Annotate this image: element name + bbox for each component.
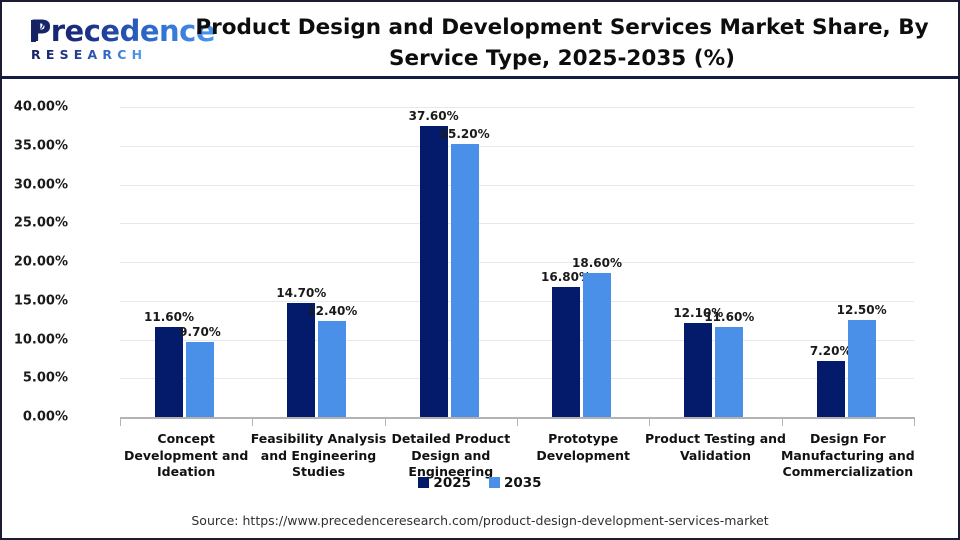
bar-value-label: 12.10% (673, 306, 724, 321)
x-axis-tick (781, 417, 783, 426)
y-gridline (120, 223, 914, 225)
bar-value-label: 16.80% (541, 269, 591, 284)
y-axis-tick-label: 35.00% (13, 138, 68, 154)
x-axis-category-label: Design For Manufacturing and Commerciali… (780, 431, 915, 479)
y-axis-tick-label: 30.00% (13, 177, 68, 192)
bar-2025[interactable]: 14.70% (276, 286, 326, 417)
figure-header: Precedence RESEARCH Product Design and D… (2, 2, 958, 79)
leaf-p-mark-icon (31, 20, 45, 42)
legend-swatch-icon (418, 477, 430, 488)
bar-2025[interactable]: 7.20% (810, 344, 851, 417)
bar-2035[interactable]: 9.70% (179, 325, 221, 417)
y-gridline (120, 145, 914, 147)
bar-2025[interactable]: 37.60% (409, 109, 459, 417)
legend-swatch-icon (489, 477, 500, 488)
x-axis-tick (120, 417, 121, 426)
plot-wrapper: 0.00% 5.00% 10.00% 15.00% 20.00% 25.00% 30.00%… (2, 79, 958, 538)
y-axis-tick-label: 0.00% (22, 409, 68, 425)
x-axis-category-label: Feasibility Analysis and Engineering Stu… (250, 431, 387, 479)
bar-2035[interactable]: 11.60% (704, 310, 754, 417)
x-axis-tick (384, 417, 386, 426)
plot-area: 0.00% 5.00% 10.00% 15.00% 20.00% 25.00% 30.00%… (14, 100, 915, 479)
bar-group: 11.60% 9.70% (120, 107, 252, 417)
chart-legend: 2025 2035 (2, 475, 958, 491)
bar-group: 37.60% 35.20% (385, 107, 517, 417)
x-axis-category-label: Product Testing and Validation (644, 431, 787, 463)
legend-item-2025[interactable]: 2025 (418, 475, 471, 491)
y-axis-tick-label: 15.00% (13, 293, 68, 309)
y-gridline (120, 107, 914, 108)
bar-group: 16.80% 18.60% (517, 107, 649, 417)
y-axis-tick-label: 5.00% (22, 370, 68, 386)
precedence-research-logo: Precedence RESEARCH (22, 14, 216, 66)
legend-label: 2025 (433, 475, 471, 491)
bar-2025[interactable]: 16.80% (541, 270, 591, 417)
legend-label: 2035 (504, 475, 542, 491)
bar-value-label: 35.20% (439, 127, 490, 142)
logo-brand-text: Precedence (30, 14, 216, 48)
y-gridline (120, 339, 914, 341)
bar-value-label: 11.60% (144, 310, 194, 325)
y-gridline (120, 184, 914, 186)
y-axis-tick-label: 20.00% (13, 254, 68, 270)
bar-value-label: 11.60% (704, 310, 755, 325)
y-gridline (120, 262, 914, 263)
x-axis-tick (914, 417, 915, 426)
bar-group: 14.70% 12.40% (252, 107, 384, 417)
bar-value-label: 18.60% (572, 255, 622, 270)
bar-group: 12.10% 11.60% (649, 107, 781, 417)
x-axis-category-label: Prototype Development (536, 431, 630, 463)
bar-value-label: 7.20% (809, 344, 852, 359)
bar-2035[interactable]: 12.40% (307, 304, 357, 417)
bar-2035[interactable]: 35.20% (440, 127, 490, 417)
legend-item-2035[interactable]: 2035 (489, 475, 542, 491)
y-axis-tick-label: 40.00% (13, 99, 68, 115)
bar-2025[interactable]: 12.10% (673, 306, 723, 417)
bar-2035[interactable]: 18.60% (572, 256, 622, 417)
y-axis-tick-label: 10.00% (13, 332, 68, 347)
bar-2035[interactable]: 12.50% (837, 303, 887, 417)
x-axis-tick (649, 417, 651, 426)
bar-value-label: 12.50% (836, 303, 887, 318)
logo-subtitle-text: RESEARCH (31, 47, 148, 62)
x-axis-tick (252, 417, 254, 426)
bar-value-label: 12.40% (307, 303, 358, 318)
bar-value-label: 14.70% (276, 286, 327, 301)
y-gridline (120, 300, 914, 302)
x-axis-category-label: Concept Development and Ideation (124, 431, 249, 479)
bar-group: 7.20% 12.50% (782, 107, 914, 417)
y-gridline (120, 378, 914, 380)
y-axis-tick-label: 25.00% (13, 215, 68, 231)
bar-value-label: 37.60% (408, 108, 459, 123)
x-axis-category-label: Detailed Product Design and Engineering (391, 431, 511, 479)
chart-title: Product Design and Development Services … (195, 15, 929, 71)
bar-2025[interactable]: 11.60% (144, 310, 194, 417)
source-caption: Source: https://www.precedenceresearch.c… (191, 513, 769, 528)
x-axis-tick (517, 417, 518, 426)
bar-value-label: 9.70% (179, 324, 221, 339)
